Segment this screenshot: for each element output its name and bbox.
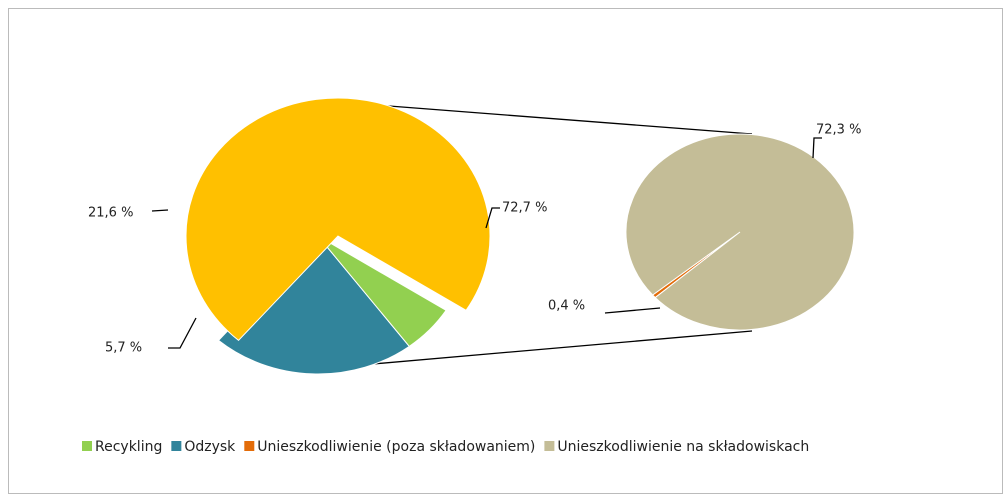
data-label: 5,7 % — [105, 341, 142, 356]
leader-line — [151, 209, 169, 212]
data-label: 72,7 % — [502, 201, 547, 216]
pie-slice — [185, 97, 491, 342]
pie-slice — [217, 235, 410, 375]
connector — [349, 330, 753, 367]
legend-label: Odzysk — [184, 439, 236, 455]
data-label: 0,4 % — [548, 299, 585, 314]
leader-line — [604, 307, 661, 314]
data-label: 72,3 % — [816, 123, 861, 138]
legend-swatch — [171, 441, 182, 451]
chart-frame — [8, 8, 1003, 494]
data-label: 21,6 % — [88, 206, 133, 221]
leader-line — [485, 207, 500, 229]
legend-swatch — [244, 441, 255, 451]
legend-swatch — [544, 441, 555, 451]
leader-line — [168, 317, 197, 349]
legend-label: Unieszkodliwienie (poza składowaniem) — [257, 439, 535, 455]
legend-label: Recykling — [95, 439, 162, 455]
connector — [349, 102, 753, 135]
leader-line — [812, 137, 822, 159]
pie-slice — [625, 133, 855, 331]
pie-slice — [317, 235, 447, 348]
legend-label: Unieszkodliwienie na składowiskach — [557, 439, 809, 455]
legend-swatch — [82, 441, 92, 451]
